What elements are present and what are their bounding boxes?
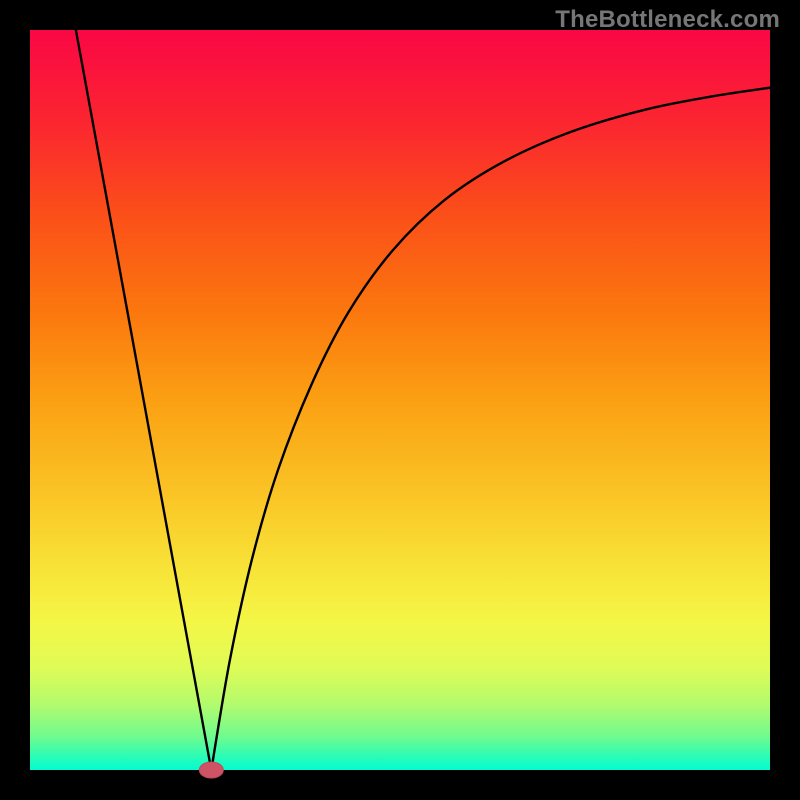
watermark-text: TheBottleneck.com (555, 6, 780, 34)
image-stage: TheBottleneck.com (0, 0, 800, 800)
plot-background (30, 30, 770, 770)
bottleneck-chart (0, 0, 800, 800)
optimal-point-marker (199, 762, 223, 778)
